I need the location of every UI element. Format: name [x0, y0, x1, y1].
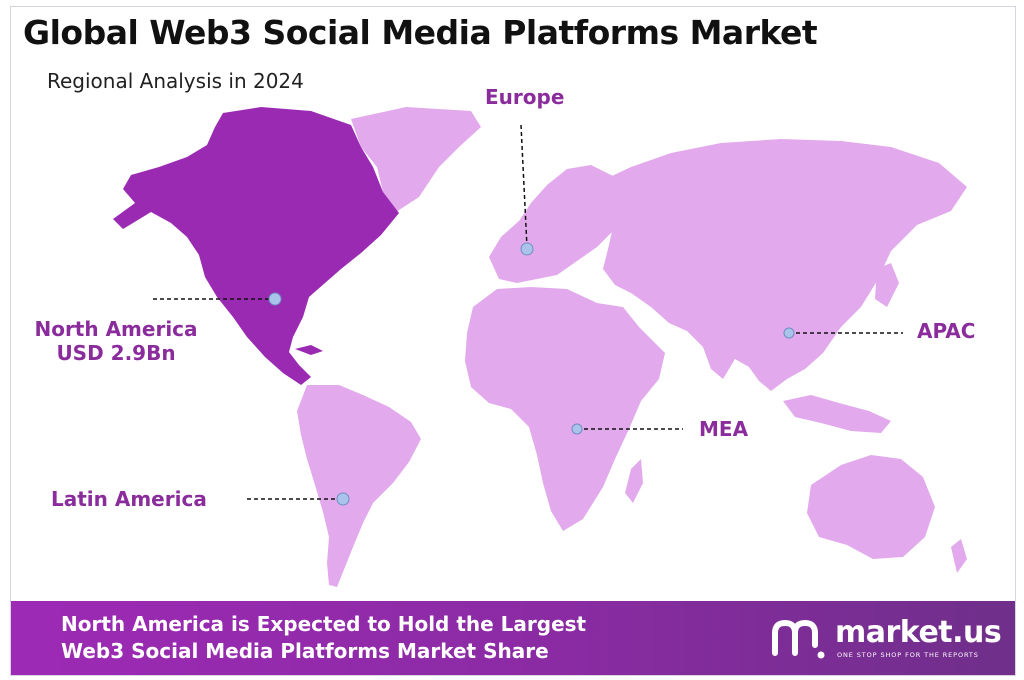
north-america-shape — [113, 107, 399, 385]
europe-label: Europe — [485, 85, 565, 109]
market-us-logo-icon — [772, 619, 825, 659]
asia-shape — [597, 139, 967, 391]
logo-tagline: ONE STOP SHOP FOR THE REPORTS — [837, 651, 979, 659]
north-america-label: North America USD 2.9Bn — [25, 317, 207, 365]
greenland-shape — [351, 107, 481, 212]
africa-shape — [465, 287, 665, 531]
market-us-logo: market.us ONE STOP SHOP FOR THE REPORTS — [771, 615, 1003, 661]
mea-marker — [571, 423, 583, 435]
north-america-value: USD 2.9Bn — [56, 341, 176, 365]
apac-marker — [783, 327, 795, 339]
latin-america-shape — [297, 385, 421, 587]
page-subtitle: Regional Analysis in 2024 — [47, 69, 304, 93]
infographic-frame: Global Web3 Social Media Platforms Marke… — [10, 6, 1016, 676]
footer-line-2: Web3 Social Media Platforms Market Share — [61, 639, 549, 663]
new-zealand-shape — [951, 539, 967, 573]
page-title: Global Web3 Social Media Platforms Marke… — [23, 13, 818, 52]
southeast-asia-shape — [783, 395, 891, 433]
footer-banner: North America is Expected to Hold the La… — [11, 601, 1015, 675]
caribbean-shape — [295, 345, 323, 355]
footer-statement: North America is Expected to Hold the La… — [61, 611, 586, 665]
madagascar-shape — [625, 459, 643, 503]
world-map — [113, 107, 967, 587]
japan-shape — [875, 263, 899, 307]
europe-leader-line — [520, 124, 528, 248]
australia-shape — [807, 455, 935, 559]
footer-line-1: North America is Expected to Hold the La… — [61, 612, 587, 636]
europe-marker — [520, 242, 534, 256]
north-america-name: North America — [34, 317, 198, 341]
latin-america-label: Latin America — [51, 487, 207, 511]
logo-name: market.us — [835, 615, 1002, 650]
north-america-marker — [268, 292, 282, 306]
apac-label: APAC — [917, 319, 976, 343]
mea-label: MEA — [699, 417, 749, 441]
latin-america-marker — [336, 492, 350, 506]
